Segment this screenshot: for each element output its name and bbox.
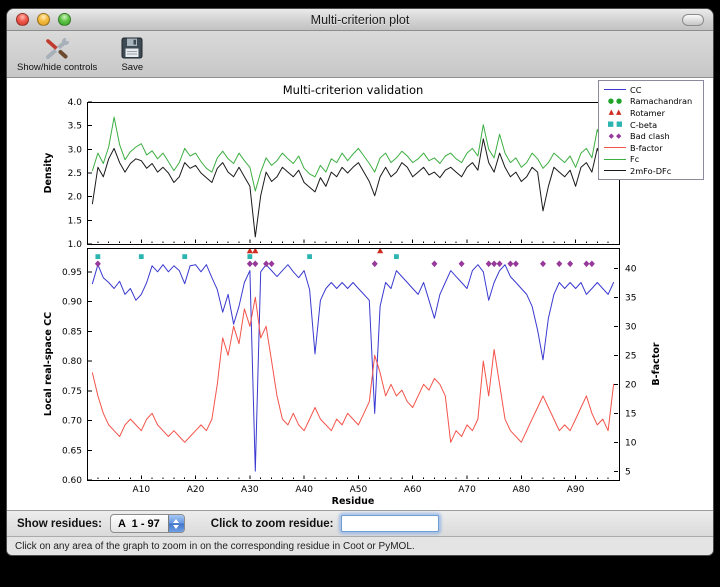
cc-plot-frame[interactable]	[87, 248, 620, 481]
cc-axis-label: Local real-space CC	[43, 312, 54, 416]
c-beta-markers	[95, 254, 399, 260]
chart-text: 0.85	[62, 327, 82, 337]
show-residues-label: Show residues:	[17, 517, 102, 530]
show-hide-controls-button[interactable]: Show/hide controls	[13, 33, 101, 74]
legend-line-sample	[603, 170, 627, 172]
legend-item-label: Ramachandran	[630, 96, 693, 107]
residue-axis-label: Residue	[332, 496, 375, 507]
popup-stepper-icon	[167, 515, 184, 532]
title-bar[interactable]: Multi-criterion plot	[7, 9, 713, 31]
legend-item: ▲ ▲ Rotamer	[603, 107, 700, 119]
close-button[interactable]	[16, 13, 29, 26]
figure-area: Multi-criterion validation 1.0 1.5 2.0 2.5 3.…	[7, 78, 714, 510]
chart-text: A80	[512, 485, 530, 495]
legend-item: ◆ ◆ Bad clash	[603, 130, 700, 142]
legend-circle-icon: ● ●	[607, 96, 623, 105]
chart-text: 0.60	[62, 476, 82, 486]
legend-triangle-icon: ▲ ▲	[608, 108, 622, 117]
chart-text: 0.75	[62, 387, 82, 397]
legend-square-icon: ■ ■	[607, 120, 623, 129]
chart-text: 10	[625, 438, 637, 448]
window-title: Multi-criterion plot	[310, 12, 410, 27]
chart-text: A10	[132, 485, 150, 495]
legend-item-label: Rotamer	[630, 107, 665, 118]
legend-line-sample	[603, 158, 627, 160]
chart-text: 35	[625, 293, 636, 303]
controls-bar: Show residues: A 1 - 97 Click to zoom re…	[7, 510, 713, 536]
legend-diamond-icon: ◆ ◆	[608, 131, 622, 140]
status-text: Click on any area of the graph to zoom i…	[15, 540, 415, 552]
chart-text: 1.5	[68, 216, 82, 226]
legend-item: B-factor	[603, 142, 700, 154]
minimize-button[interactable]	[37, 13, 50, 26]
chart-text: A70	[458, 485, 476, 495]
residue-range-value: A 1 - 97	[118, 517, 160, 530]
legend-item-label: 2mFo-DFc	[630, 165, 672, 176]
chart-text: 2.5	[68, 169, 82, 179]
tools-icon	[42, 34, 72, 62]
save-icon	[119, 34, 145, 62]
legend-item-label: Fc	[630, 154, 640, 165]
legend-item: 2mFo-DFc	[603, 165, 700, 177]
chart-text: 5	[625, 467, 631, 477]
rotamer-markers	[246, 247, 384, 254]
2mfo-dfc-line	[91, 138, 615, 238]
fc-line	[91, 116, 615, 192]
chart-text: 25	[625, 351, 636, 361]
chart-text: A30	[241, 485, 259, 495]
chart-title: Multi-criterion validation	[283, 83, 424, 97]
bad-clash-markers	[94, 260, 595, 268]
legend-item: Fc	[603, 154, 700, 166]
legend-item-label: B-factor	[630, 142, 663, 153]
legend: CC ● ● Ramachandran ▲ ▲ Rotamer ■ ■ C-beta ◆ ◆ Bad c…	[598, 80, 704, 180]
zoom-residue-label: Click to zoom residue:	[210, 517, 334, 530]
status-bar: Click on any area of the graph to zoom i…	[7, 536, 713, 555]
chart-text: 0.70	[62, 417, 82, 427]
chart-text: 40	[625, 264, 637, 274]
show-hide-controls-label: Show/hide controls	[17, 62, 98, 73]
chart-text: 30	[625, 322, 637, 332]
chart-text: 3.5	[68, 122, 82, 132]
save-button[interactable]: Save	[115, 33, 149, 74]
chart-text: A20	[187, 485, 205, 495]
chart-text: 0.95	[62, 268, 82, 278]
bfactor-axis-label: B-factor	[651, 342, 662, 385]
chart-text: 2.0	[68, 193, 83, 203]
chart-text: 3.0	[68, 145, 83, 155]
multi-criterion-plot[interactable]: Multi-criterion validation 1.0 1.5 2.0 2.5 3.…	[7, 78, 714, 510]
chart-text: 0.65	[62, 446, 82, 456]
density-axis-label: Density	[43, 152, 54, 194]
chart-text: 0.80	[62, 357, 82, 367]
chart-text: 0.90	[62, 298, 82, 308]
chart-text: A40	[295, 485, 313, 495]
chart-text: A90	[567, 485, 585, 495]
legend-item: CC	[603, 84, 700, 96]
save-label: Save	[121, 62, 144, 73]
legend-item-label: C-beta	[630, 119, 658, 130]
legend-item: ● ● Ramachandran	[603, 96, 700, 108]
density-plot-frame[interactable]	[87, 102, 620, 245]
chart-text: 15	[625, 409, 636, 419]
cc-line	[91, 264, 615, 472]
chart-text: A50	[350, 485, 368, 495]
legend-line-sample	[603, 147, 627, 149]
toolbar-toggle-button[interactable]	[682, 14, 704, 26]
chart-text: 1.0	[68, 240, 83, 250]
legend-item-label: CC	[630, 84, 642, 95]
zoom-residue-input[interactable]	[341, 515, 440, 532]
chart-text: A60	[404, 485, 422, 495]
chevron-up-icon	[173, 518, 180, 523]
chevron-down-icon	[173, 524, 180, 529]
chart-text: 20	[625, 380, 637, 390]
legend-item-label: Bad clash	[630, 131, 670, 142]
zoom-button[interactable]	[58, 13, 71, 26]
toolbar: Show/hide controls Save	[7, 31, 713, 78]
chart-text: 4.0	[68, 98, 83, 108]
application-window: Multi-criterion plot Show/hide controls	[6, 8, 714, 556]
legend-item: ■ ■ C-beta	[603, 119, 700, 131]
residue-range-select[interactable]: A 1 - 97	[110, 514, 185, 533]
legend-line-sample	[603, 89, 627, 91]
b-factor-line	[91, 296, 615, 443]
